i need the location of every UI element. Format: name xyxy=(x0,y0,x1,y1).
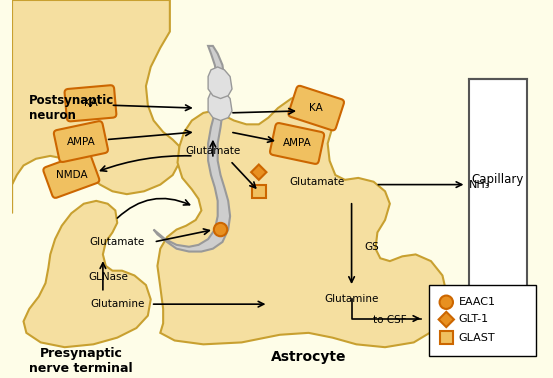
FancyBboxPatch shape xyxy=(65,85,116,121)
FancyBboxPatch shape xyxy=(289,86,344,130)
Text: Postsynaptic
neuron: Postsynaptic neuron xyxy=(29,94,114,122)
Text: Glutamine: Glutamine xyxy=(90,299,144,309)
Polygon shape xyxy=(154,46,230,251)
FancyBboxPatch shape xyxy=(270,123,324,164)
Ellipse shape xyxy=(469,305,526,332)
Text: to CSF: to CSF xyxy=(373,315,406,325)
Text: NMDA: NMDA xyxy=(55,170,87,180)
Text: KA: KA xyxy=(309,103,323,113)
Text: Presynaptic
nerve terminal: Presynaptic nerve terminal xyxy=(29,347,133,375)
Text: Capillary: Capillary xyxy=(472,174,524,186)
Text: GLNase: GLNase xyxy=(88,273,128,282)
Polygon shape xyxy=(208,67,232,99)
Polygon shape xyxy=(158,94,447,347)
Text: KA: KA xyxy=(84,98,97,108)
Text: Glutamate: Glutamate xyxy=(185,146,241,156)
Polygon shape xyxy=(12,0,179,213)
Ellipse shape xyxy=(482,311,514,326)
Circle shape xyxy=(214,223,227,236)
FancyBboxPatch shape xyxy=(252,184,265,198)
Text: Glutamate: Glutamate xyxy=(90,237,145,247)
Text: GS: GS xyxy=(364,242,379,252)
Text: Glutamine: Glutamine xyxy=(325,294,379,304)
Text: NH₃: NH₃ xyxy=(469,180,491,190)
FancyBboxPatch shape xyxy=(43,152,100,198)
FancyBboxPatch shape xyxy=(54,121,108,162)
Circle shape xyxy=(440,296,453,309)
FancyBboxPatch shape xyxy=(429,285,536,356)
Text: AMPA: AMPA xyxy=(283,138,311,149)
FancyBboxPatch shape xyxy=(440,331,453,344)
Text: GLAST: GLAST xyxy=(458,333,495,342)
Text: Astrocyte: Astrocyte xyxy=(271,350,346,364)
Polygon shape xyxy=(208,89,232,121)
FancyBboxPatch shape xyxy=(469,79,526,319)
Text: GLT-1: GLT-1 xyxy=(458,314,489,324)
Polygon shape xyxy=(251,164,267,180)
Text: AMPA: AMPA xyxy=(66,136,95,147)
Text: EAAC1: EAAC1 xyxy=(458,297,495,307)
Text: Glutamate: Glutamate xyxy=(289,177,345,187)
Polygon shape xyxy=(439,312,454,327)
Polygon shape xyxy=(24,201,151,347)
